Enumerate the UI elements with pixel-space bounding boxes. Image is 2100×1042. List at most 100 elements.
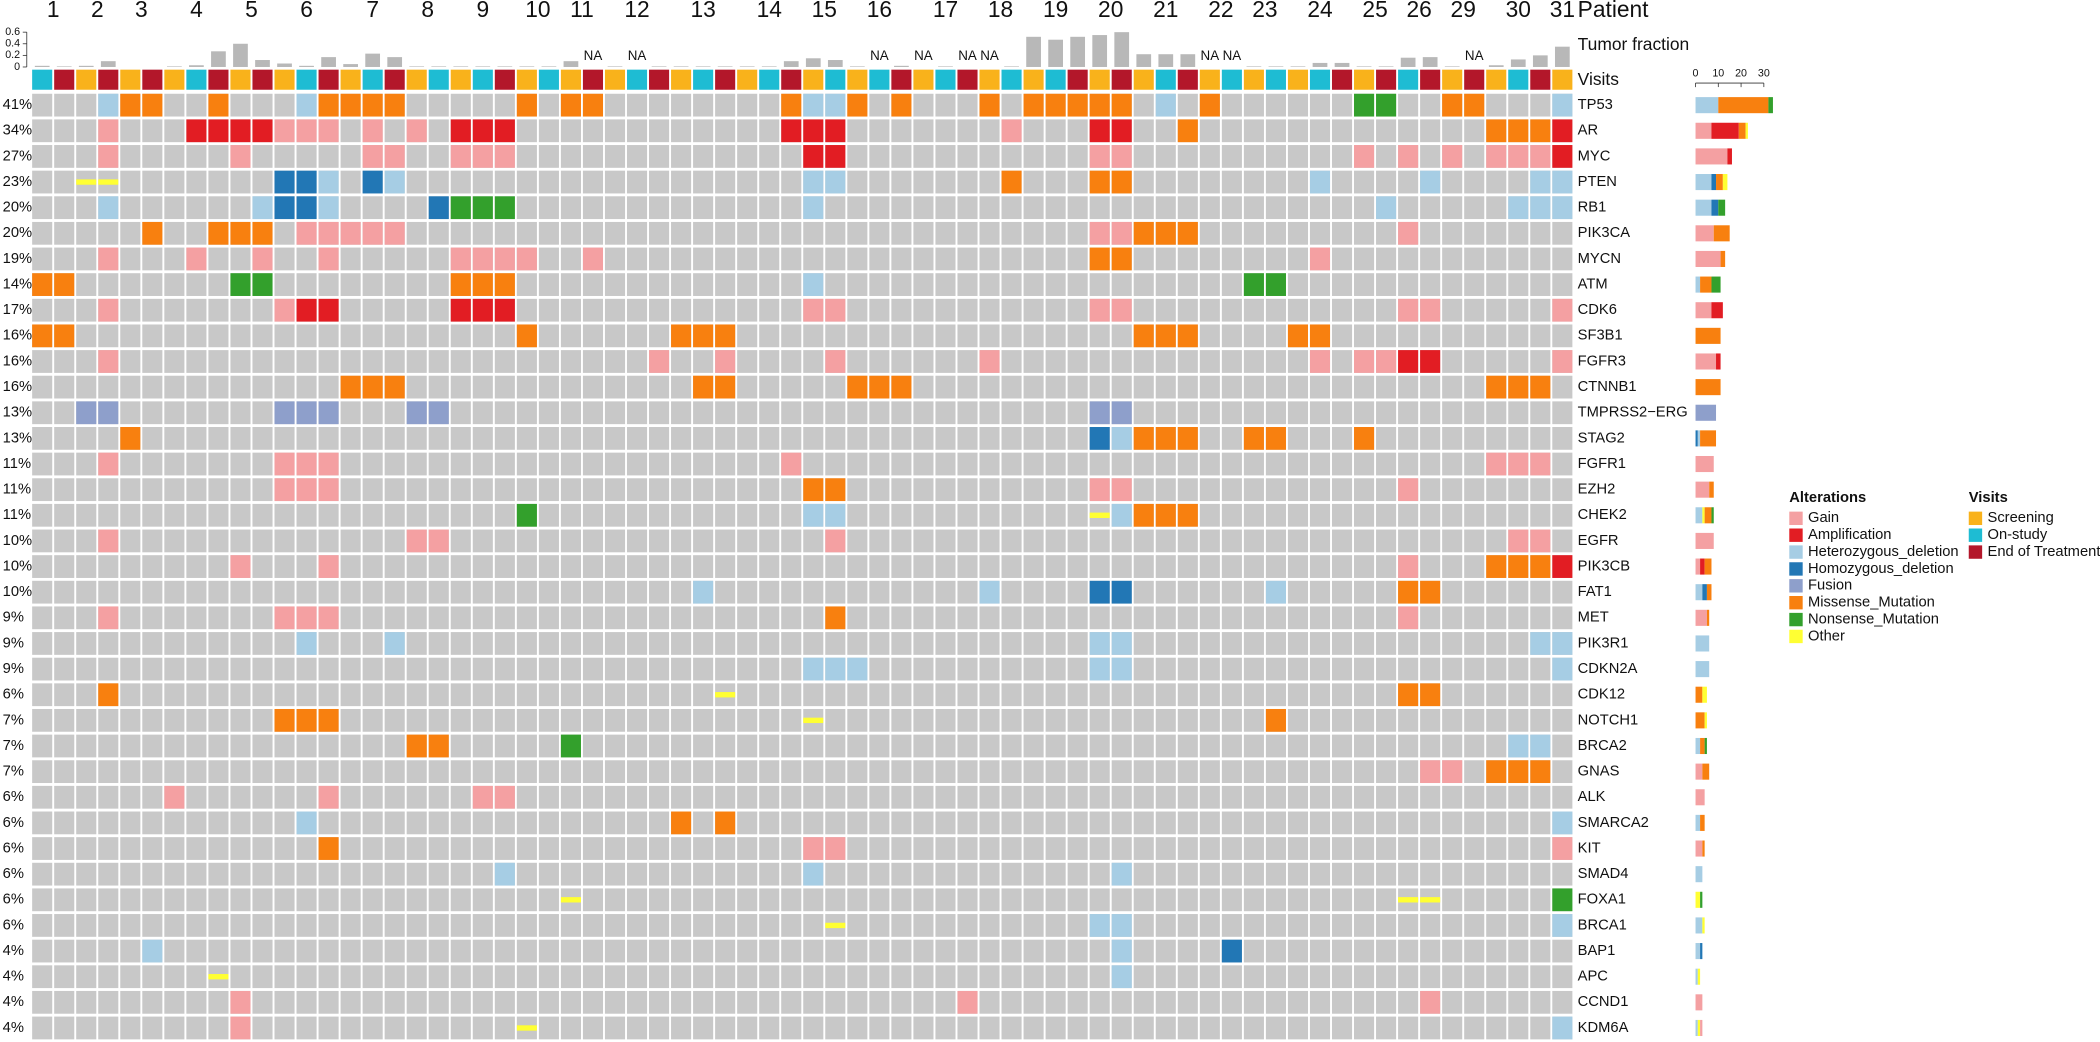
alteration-cell (472, 273, 493, 296)
legend-label: Fusion (1808, 578, 1852, 594)
cell-bg (1199, 888, 1220, 912)
cell-bg (1067, 811, 1088, 835)
cell-bg (186, 1016, 207, 1040)
cell-bg (891, 478, 912, 502)
alteration-cell (1111, 170, 1132, 194)
cell-bg (582, 914, 604, 937)
cell-bg (825, 452, 846, 476)
alteration-cell (318, 785, 339, 809)
alteration-cell (1111, 145, 1132, 168)
cell-bg (1045, 657, 1066, 681)
cell-bg (626, 708, 648, 732)
cell-bg (32, 119, 53, 143)
cell-bg (32, 350, 53, 373)
cell-bg (120, 247, 141, 271)
alteration-cell (1376, 196, 1397, 220)
visit-cell (913, 69, 934, 90)
tumor-fraction-bar (1444, 66, 1460, 67)
tumor-fraction-bar (1092, 35, 1108, 67)
cell-bg (935, 324, 956, 348)
cell-bg (1486, 196, 1507, 220)
cell-bg (1331, 632, 1353, 655)
alteration-cell (1111, 93, 1132, 117)
gene-label: FAT1 (1578, 584, 1612, 600)
cell-bg (450, 427, 471, 450)
cell-bg (1376, 837, 1397, 860)
cell-bg (604, 298, 626, 322)
cell-bg (1177, 93, 1198, 117)
cell-bg (98, 503, 119, 527)
alteration-cell (825, 478, 846, 502)
cell-bg (1199, 965, 1220, 989)
cell-bg (649, 427, 670, 450)
alteration-cell (384, 221, 405, 245)
patient-label: 5 (245, 0, 258, 22)
cell-bg (142, 375, 163, 399)
cell-bg (1331, 811, 1353, 835)
cell-bg (318, 734, 339, 758)
patient-label: 4 (190, 0, 203, 22)
cell-bg (1331, 170, 1353, 194)
cell-bg (737, 247, 758, 271)
cell-bg (252, 170, 273, 194)
cell-bg (825, 939, 846, 963)
alteration-cell (54, 273, 75, 296)
cell-bg (186, 785, 207, 809)
cell-bg (825, 811, 846, 835)
alteration-cell (98, 93, 119, 117)
alteration-cell (1089, 427, 1110, 450)
visit-cell (1177, 69, 1198, 90)
visit-cell (935, 69, 956, 90)
tumor-fraction-bar (1180, 54, 1196, 67)
cell-bg (1199, 221, 1220, 245)
visit-cell (76, 69, 97, 90)
cell-bg (1023, 247, 1044, 271)
cell-bg (847, 580, 868, 604)
cell-bg (1067, 529, 1088, 553)
cell-bg (1442, 990, 1463, 1014)
cell-bg (32, 452, 53, 476)
alteration-cell (1155, 503, 1176, 527)
percent-label: 10% (3, 533, 32, 549)
cell-bg (318, 350, 339, 373)
cell-bg (538, 734, 559, 758)
cell-bg (252, 760, 273, 784)
cell-bg (1045, 324, 1066, 348)
cell-bg (913, 350, 934, 373)
cell-bg (274, 93, 295, 117)
cell-bg (296, 324, 317, 348)
cell-bg (164, 888, 185, 912)
cell-bg (1155, 529, 1176, 553)
cell-bg (1045, 811, 1066, 835)
na-label: NA (980, 48, 999, 63)
cell-bg (1067, 401, 1088, 425)
cell-bg (1508, 939, 1529, 963)
cell-bg (1420, 837, 1441, 860)
cell-bg (693, 862, 714, 886)
cell-bg (1287, 529, 1309, 553)
cell-bg (1398, 862, 1419, 886)
alteration-cell (1111, 965, 1132, 989)
alteration-cell (494, 862, 515, 886)
patient-label: 1 (47, 0, 60, 22)
cell-bg (715, 119, 736, 143)
cell-bg (494, 580, 515, 604)
alteration-cell (428, 196, 449, 220)
count-bar (1727, 148, 1732, 165)
tumor-fraction-bar (739, 66, 755, 67)
cell-bg (494, 914, 515, 937)
cell-bg (32, 965, 53, 989)
patient-label: 9 (476, 0, 489, 22)
cell-bg (1045, 298, 1066, 322)
alteration-cell (781, 119, 802, 143)
cell-bg (362, 273, 383, 296)
cell-bg (1354, 196, 1375, 220)
cell-bg (649, 580, 670, 604)
alteration-cell (1508, 452, 1529, 476)
cell-bg (626, 734, 648, 758)
cell-bg (847, 145, 868, 168)
cell-bg (32, 555, 53, 578)
cell-bg (142, 452, 163, 476)
cell-bg (781, 760, 802, 784)
cell-bg (1331, 145, 1353, 168)
